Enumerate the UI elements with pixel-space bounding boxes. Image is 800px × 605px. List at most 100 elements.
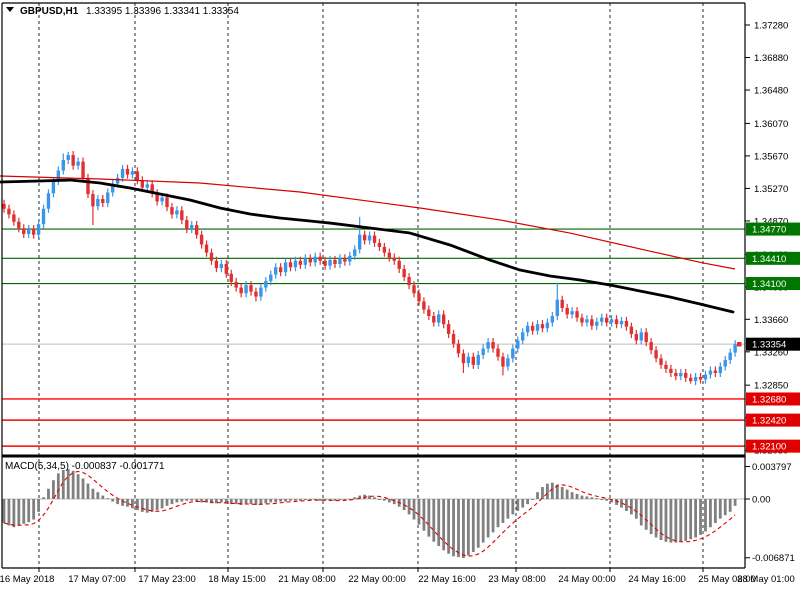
macd-histogram-bar bbox=[447, 499, 450, 554]
last-price-marker bbox=[737, 341, 742, 347]
time-axis-label[interactable]: 17 May 23:00 bbox=[138, 574, 196, 585]
macd-histogram-bar bbox=[659, 499, 663, 541]
candle-bear bbox=[209, 252, 214, 261]
candle-bull bbox=[145, 184, 149, 188]
macd-histogram-bar bbox=[674, 499, 678, 543]
candle-bull bbox=[41, 208, 46, 225]
time-axis-label[interactable]: 17 May 07:00 bbox=[68, 574, 126, 585]
macd-histogram-bar bbox=[501, 499, 505, 523]
macd-histogram-bar bbox=[585, 496, 589, 499]
time-axis-label[interactable]: 22 May 00:00 bbox=[348, 574, 406, 585]
macd-histogram-bar bbox=[219, 499, 223, 503]
time-axis-label[interactable]: 24 May 00:00 bbox=[558, 574, 616, 585]
macd-histogram-bar bbox=[555, 484, 559, 499]
candle-bear bbox=[12, 214, 16, 222]
candle-bear bbox=[432, 316, 436, 323]
grid-layer bbox=[38, 3, 704, 568]
time-axis-label[interactable]: 24 May 16:00 bbox=[628, 574, 686, 585]
macd-histogram-bar bbox=[610, 499, 614, 503]
macd-histogram-bar bbox=[165, 499, 169, 506]
candle-bear bbox=[31, 229, 36, 235]
macd-histogram-bar bbox=[496, 499, 500, 528]
macd-histogram-bar bbox=[575, 493, 579, 499]
macd-histogram-bar bbox=[368, 495, 371, 499]
time-axis-label[interactable]: 16 May 2018 bbox=[0, 574, 54, 585]
candle-bear bbox=[323, 260, 327, 266]
macd-histogram-bar bbox=[155, 499, 159, 511]
candle-bear bbox=[402, 268, 406, 278]
candle-bear bbox=[392, 257, 396, 261]
macd-histogram-bar bbox=[620, 499, 623, 508]
candle-bear bbox=[456, 343, 461, 354]
panel-splitter[interactable] bbox=[2, 454, 745, 458]
macd-histogram-bar bbox=[86, 483, 90, 499]
candle-bull bbox=[283, 262, 288, 273]
macd-histogram-bar bbox=[121, 499, 124, 506]
time-axis-label[interactable]: 28 May 01:00 bbox=[737, 574, 795, 585]
macd-histogram-bar bbox=[422, 499, 426, 531]
time-axis-label[interactable]: 23 May 08:00 bbox=[488, 574, 546, 585]
macd-histogram-bar bbox=[234, 499, 238, 505]
price-tick-label: 1.36880 bbox=[754, 53, 788, 64]
candle-bear bbox=[254, 291, 258, 297]
time-axis-label[interactable]: 25 May 08:00 bbox=[698, 574, 756, 585]
macd-histogram-bar bbox=[590, 497, 594, 499]
candle-bull bbox=[516, 340, 520, 349]
price-badge-green bbox=[746, 251, 800, 265]
candle-bull bbox=[693, 377, 698, 382]
candle-bear bbox=[214, 260, 219, 269]
candle-bear bbox=[614, 319, 619, 325]
chart-title-symbol: GBPUSD,H1 bbox=[20, 6, 79, 17]
candle-bull bbox=[511, 348, 515, 359]
macd-histogram-bar bbox=[615, 499, 618, 505]
macd-histogram-bar bbox=[111, 499, 115, 502]
candle-bear bbox=[491, 342, 495, 349]
macd-histogram-bar bbox=[516, 499, 520, 511]
time-axis-label[interactable]: 22 May 16:00 bbox=[418, 574, 476, 585]
chart-title-quote: 1.33395 1.33396 1.33341 1.33354 bbox=[86, 6, 239, 17]
candle-bear bbox=[560, 299, 564, 308]
time-axis-label[interactable]: 21 May 08:00 bbox=[278, 574, 336, 585]
candle-bear bbox=[629, 326, 634, 334]
macd-histogram-bar bbox=[521, 499, 525, 508]
candle-bear bbox=[530, 325, 535, 331]
symbol-dropdown-icon[interactable] bbox=[6, 7, 14, 12]
price-badge-label: 1.34770 bbox=[752, 225, 786, 236]
price-badge-label: 1.32680 bbox=[752, 394, 786, 405]
macd-axis-label: 0.003797 bbox=[752, 462, 792, 473]
candle-bull bbox=[545, 322, 550, 329]
candle-bull bbox=[293, 260, 298, 268]
macd-histogram-bar bbox=[353, 497, 357, 499]
macd-histogram-bar bbox=[17, 499, 21, 526]
macd-histogram-bar bbox=[56, 473, 60, 499]
price-tick-label: 1.37280 bbox=[754, 21, 788, 32]
macd-histogram-bar bbox=[279, 499, 283, 502]
candle-bear bbox=[496, 348, 500, 357]
candle-bear bbox=[125, 168, 130, 175]
candle-bull bbox=[269, 274, 273, 282]
candle-bear bbox=[604, 317, 609, 323]
price-tick-label: 1.36070 bbox=[754, 119, 788, 130]
macd-histogram-bar bbox=[531, 499, 534, 500]
macd-histogram-bar bbox=[684, 499, 688, 541]
macd-histogram-bar bbox=[175, 499, 179, 503]
macd-histogram-bar bbox=[101, 495, 105, 499]
candle-bear bbox=[565, 307, 569, 315]
time-axis-label[interactable]: 18 May 15:00 bbox=[208, 574, 266, 585]
macd-histogram-bar bbox=[338, 499, 342, 500]
macd-histogram-bar bbox=[274, 499, 278, 503]
macd-histogram-bar bbox=[644, 499, 648, 530]
macd-histogram-bar bbox=[284, 499, 287, 502]
price-badge-red bbox=[746, 413, 800, 427]
price-badge-red bbox=[746, 439, 800, 453]
macd-histogram-bar bbox=[373, 497, 376, 499]
macd-histogram-bar bbox=[343, 499, 347, 500]
candle-bear bbox=[86, 177, 90, 195]
macd-histogram-bar bbox=[205, 499, 208, 503]
candle-bull bbox=[595, 321, 599, 326]
macd-histogram-bar bbox=[407, 499, 411, 515]
macd-histogram-bar bbox=[699, 499, 702, 535]
candle-bear bbox=[417, 293, 421, 302]
candle-bear bbox=[590, 319, 594, 326]
